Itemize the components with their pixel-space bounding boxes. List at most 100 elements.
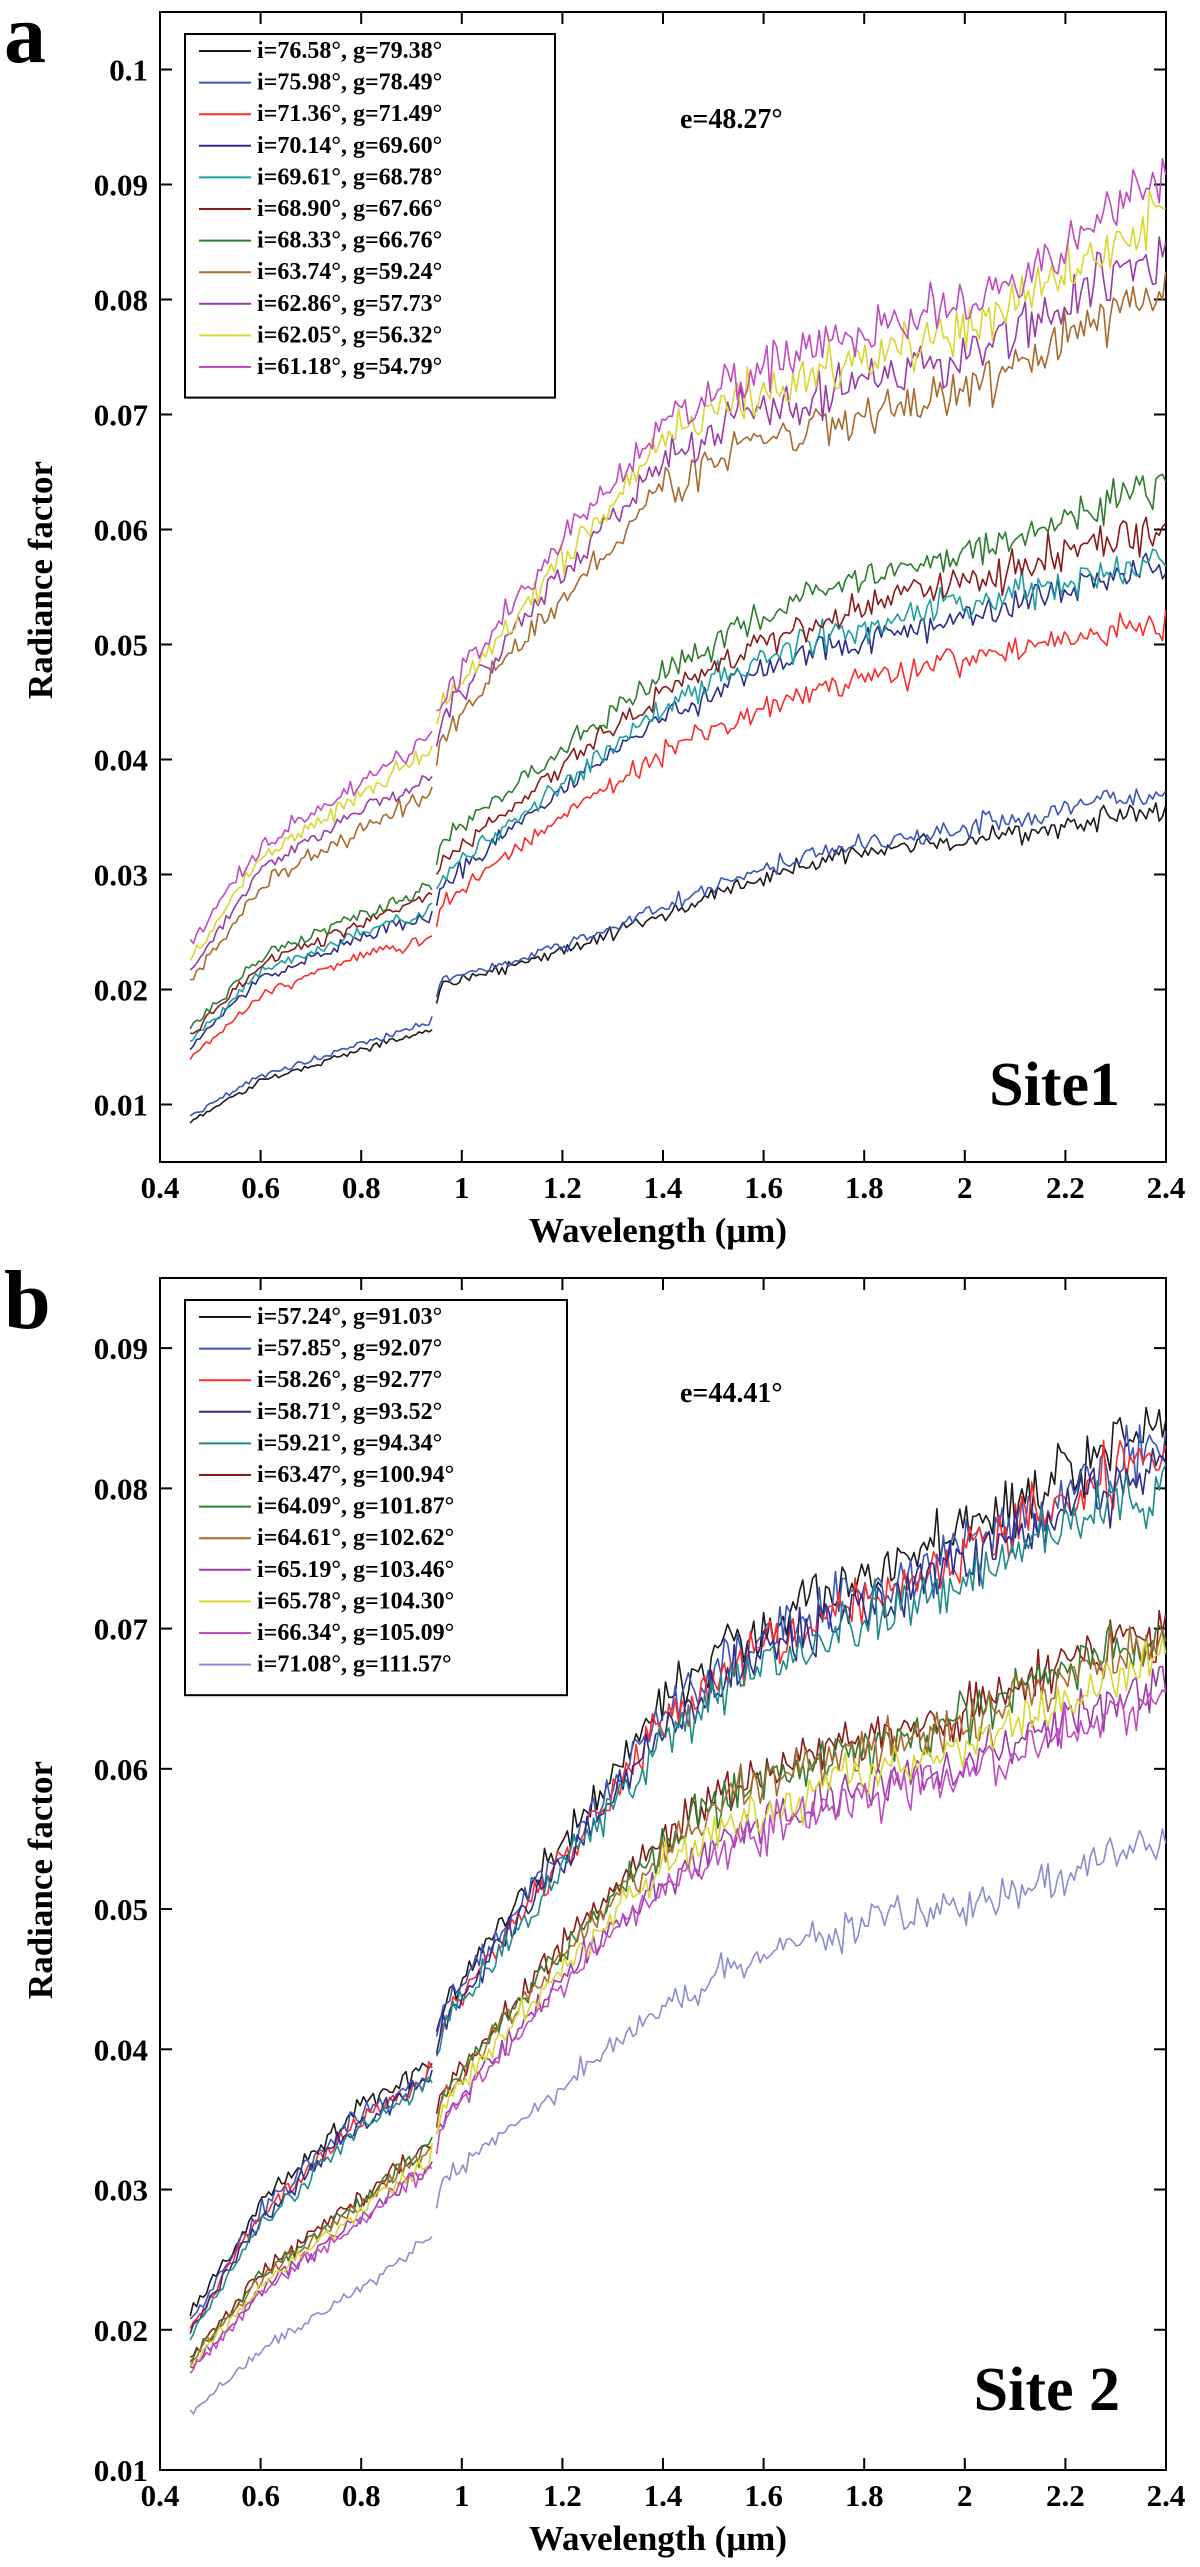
panel-a-y-tick-label: 0.04	[94, 743, 148, 778]
panel-a-legend-entry-2: i=75.98°, g=78.49°	[257, 70, 442, 96]
panel-a-y-tick-label: 0.07	[94, 398, 148, 433]
panel-a: a Radiance factor Wavelength (μm) 0.4 0.6…	[4, 0, 1185, 1250]
panel-a-series-8-segment-1	[190, 786, 433, 981]
panel-b-x-tick-label: 0.6	[241, 2478, 280, 2513]
panel-a-series-8-segment-2	[435, 271, 1167, 766]
panel-b-series-11-segment-1	[189, 2165, 433, 2374]
panel-a-series-9-segment-2	[435, 236, 1167, 747]
panel-b-x-tick-label: 1.2	[543, 2478, 582, 2513]
panel-b-legend-entry-10: i=65.78°, g=104.30°	[257, 1588, 454, 1614]
panel-b-series-11-segment-2	[435, 1689, 1167, 2155]
panel-b-x-tick-label: 1.8	[845, 2478, 884, 2513]
panel-b-emission-label: e=44.41°	[680, 1378, 783, 1409]
panel-b-series-10-segment-2	[435, 1637, 1167, 2135]
panel-a-legend-entry-4: i=70.14°, g=69.60°	[257, 133, 442, 159]
panel-a-series-5-segment-2	[435, 548, 1167, 890]
panel-a-x-tick-label: 1.2	[543, 1170, 582, 1205]
panel-b-x-tick-label: 1.6	[744, 2478, 783, 2513]
panel-a-x-tick-label: 2.4	[1147, 1170, 1186, 1205]
panel-b-legend-entry-1: i=57.24°, g=91.03°	[257, 1304, 442, 1330]
panel-a-x-tick-label: 0.6	[241, 1170, 280, 1205]
panel-a-legend-entry-3: i=71.36°, g=71.49°	[257, 101, 442, 127]
panel-b-legend-entry-9: i=65.19°, g=103.46°	[257, 1557, 454, 1583]
panel-b-series-5-segment-1	[189, 2076, 433, 2341]
panel-a-legend-entry-6: i=68.90°, g=67.66°	[257, 196, 442, 222]
panel-b-y-tick-label: 0.08	[94, 1471, 148, 1506]
panel-b-y-axis-label: Radiance factor	[21, 1761, 60, 1999]
panel-a-series-2-segment-2	[435, 788, 1167, 998]
panel-a-legend-box	[184, 33, 556, 399]
panel-b-series-12-segment-1	[189, 2235, 433, 2415]
panel-b-series-8-segment-1	[189, 2146, 433, 2368]
panel-b-y-tick-label: 0.01	[94, 2453, 148, 2488]
panel-a-x-axis-label: Wavelength (μm)	[529, 1211, 787, 1250]
panel-a-series-1-segment-1	[189, 1029, 433, 1124]
panel-a-x-tick-label: 1.8	[845, 1170, 884, 1205]
panel-a-x-tick-label: 1	[454, 1170, 470, 1205]
panel-b-legend-entry-7: i=64.09°, g=101.87°	[257, 1494, 454, 1520]
panel-a-y-tick-label: 0.06	[94, 513, 148, 548]
panel-b: b Radiance factor Wavelength (μm) 0.4 0.6…	[4, 1254, 1185, 2558]
panel-a-series-1-segment-2	[435, 802, 1167, 1004]
panel-b-series-8-segment-2	[435, 1625, 1167, 2128]
panel-b-x-axis-label: Wavelength (μm)	[529, 2519, 787, 2558]
panel-a-series-5-segment-1	[189, 902, 433, 1043]
panel-a-y-tick-label: 0.08	[94, 283, 148, 318]
panel-b-legend-box	[184, 1299, 568, 1697]
panel-b-series-4-segment-1	[189, 2069, 433, 2334]
panel-a-series-6-segment-2	[435, 516, 1167, 876]
panel-b-legend-entry-3: i=58.26°, g=92.77°	[257, 1367, 442, 1393]
panel-a-y-tick-label: 0.09	[94, 168, 148, 203]
panel-b-letter: b	[4, 1254, 51, 1347]
panel-b-y-tick-label: 0.03	[94, 2173, 148, 2208]
panel-b-site-label: Site 2	[974, 2356, 1120, 2424]
panel-b-legend-entry-6: i=63.47°, g=100.94°	[257, 1462, 454, 1488]
panel-a-series-11-segment-1	[189, 730, 433, 945]
panel-b-x-tick-label: 0.8	[342, 2478, 381, 2513]
panel-b-x-axis-label-text: Wavelength (μm)	[529, 2519, 787, 2558]
panel-a-legend-entry-9: i=62.86°, g=57.73°	[257, 291, 442, 317]
panel-b-x-tick-label: 2.2	[1046, 2478, 1085, 2513]
panel-b-y-tick-label: 0.07	[94, 1612, 148, 1647]
panel-b-series-12-segment-2	[435, 1828, 1167, 2209]
panel-a-x-axis-label-text: Wavelength (μm)	[529, 1211, 787, 1250]
panel-b-series-2-segment-1	[189, 2065, 433, 2320]
panel-b-series-9-segment-1	[189, 2161, 433, 2369]
panel-b-plot-area: 0.4 0.6 0.8 1 1.2 1.4 1.6 1.8 2 2.2 2.4 0.01 0.02 0.0…	[94, 1277, 1185, 2513]
panel-a-series-6-segment-1	[190, 891, 433, 1035]
panel-a-y-tick-label: 0.03	[94, 858, 148, 893]
panel-b-legend-entry-2: i=57.85°, g=92.07°	[257, 1336, 442, 1362]
panel-a-series-7-segment-2	[435, 473, 1167, 865]
panel-b-y-tick-label: 0.09	[94, 1331, 148, 1366]
panel-b-series-1-segment-1	[189, 2062, 433, 2317]
panel-a-emission-label: e=48.27°	[680, 104, 783, 135]
panel-a-series-4-segment-1	[189, 910, 433, 1051]
panel-a-x-tick-label: 2	[957, 1170, 973, 1205]
panel-a-y-tick-label: 0.05	[94, 628, 148, 663]
panel-a-series-2-segment-1	[189, 1016, 433, 1117]
panel-a-letter: a	[4, 0, 46, 81]
panel-b-legend-entry-12: i=71.08°, g=111.57°	[257, 1652, 452, 1678]
panel-b-series-9-segment-2	[435, 1665, 1167, 2135]
panel-a-y-axis-label: Radiance factor	[21, 461, 60, 699]
panel-b-legend-entry-4: i=58.71°, g=93.52°	[257, 1399, 442, 1425]
panel-b-series-10-segment-1	[189, 2142, 433, 2367]
panel-a-plot-area: 0.4 0.6 0.8 1 1.2 1.4 1.6 1.8 2 2.2 2.4 0.01 0.02 0.0…	[94, 11, 1186, 1205]
panel-a-site-label: Site1	[989, 1051, 1120, 1119]
panel-b-legend-entry-5: i=59.21°, g=94.34°	[257, 1430, 442, 1456]
panel-a-x-tick-label: 0.4	[141, 1170, 180, 1205]
panel-b-x-tick-label: 2	[957, 2478, 973, 2513]
panel-b-y-tick-label: 0.05	[94, 1892, 148, 1927]
panel-a-series-11-segment-2	[436, 157, 1167, 712]
panel-a-x-tick-label: 1.4	[644, 1170, 683, 1205]
panel-a-y-tick-label: 0.1	[109, 53, 148, 88]
panel-a-legend-entry-10: i=62.05°, g=56.32°	[257, 322, 442, 348]
panel-b-x-tick-label: 0.4	[141, 2478, 180, 2513]
panel-b-y-tick-label: 0.04	[94, 2032, 148, 2067]
panel-a-series-10-segment-1	[189, 745, 433, 961]
panel-b-x-tick-label: 1.4	[644, 2478, 683, 2513]
panel-b-series-6-segment-2	[435, 1609, 1167, 2115]
panel-a-legend-entry-11: i=61.18°, g=54.79°	[257, 354, 442, 380]
panel-a-x-tick-label: 2.2	[1046, 1170, 1085, 1205]
panel-a-series-7-segment-1	[189, 882, 433, 1030]
